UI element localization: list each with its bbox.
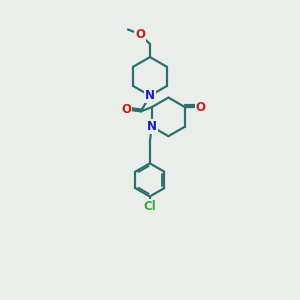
Text: N: N (145, 89, 155, 102)
Text: O: O (135, 28, 145, 40)
Text: N: N (147, 120, 157, 133)
Text: O: O (196, 101, 206, 114)
Text: O: O (121, 103, 131, 116)
Text: Cl: Cl (143, 200, 156, 213)
